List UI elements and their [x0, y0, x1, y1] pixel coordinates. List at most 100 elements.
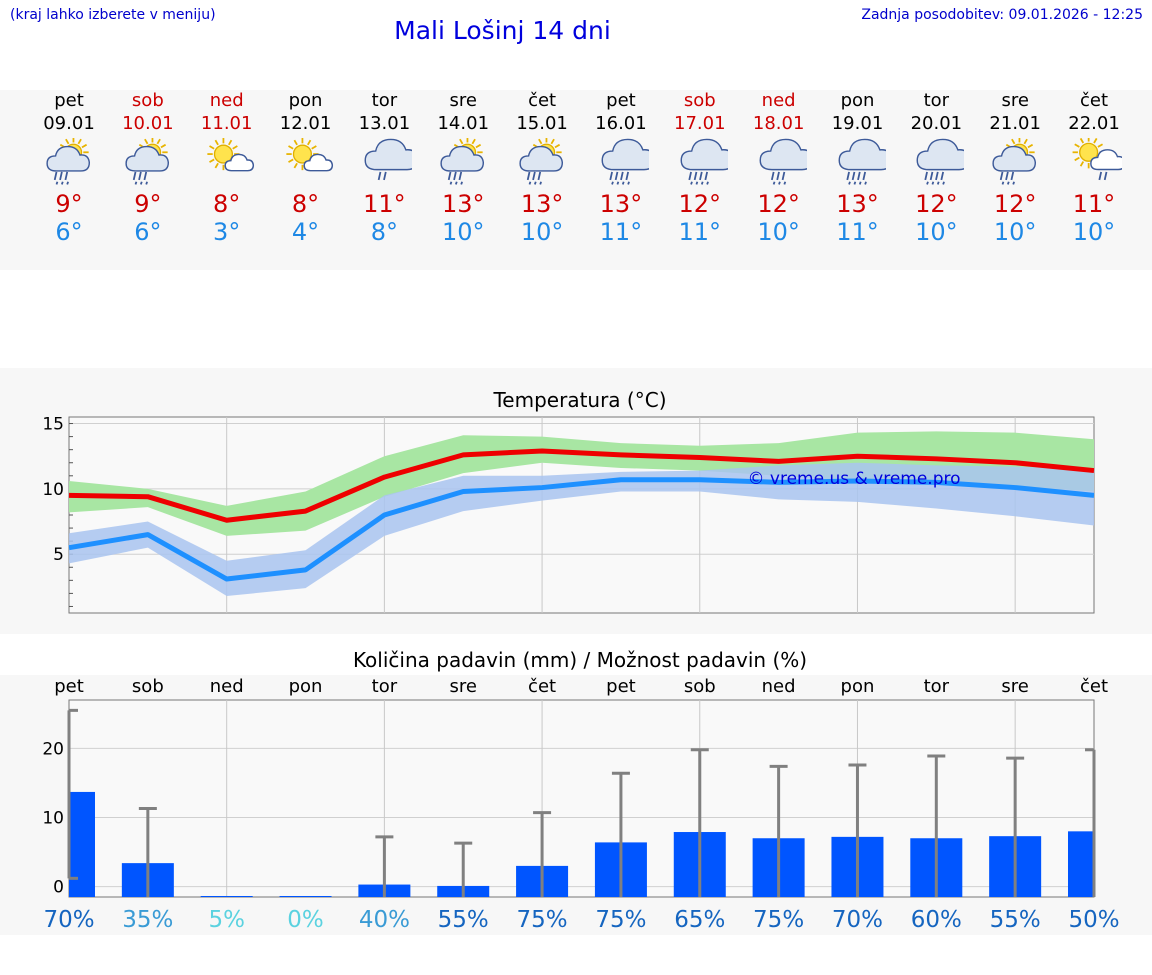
day-column: čet 22.01 11° 10° [1054, 90, 1134, 246]
min-temp: 11° [678, 218, 722, 246]
day-date: 18.01 [752, 113, 805, 134]
sun-small-cloud-icon [207, 138, 254, 172]
sun-cloud-rain-icon [992, 138, 1037, 185]
precip-bar [69, 791, 95, 897]
max-temp: 8° [213, 190, 241, 218]
min-range-band [69, 462, 1094, 597]
precip-probability: 5% [208, 907, 245, 933]
x-category-label: sre [449, 676, 476, 697]
x-category-label: ned [210, 676, 244, 697]
max-temperature-line [68, 448, 1095, 523]
day-date: 16.01 [595, 113, 647, 134]
max-temp: 13° [599, 190, 643, 218]
temperature-chart-title: Temperatura (°C) [493, 388, 667, 412]
max-temp: 9° [134, 190, 162, 218]
sun-small-cloud-icon [285, 138, 333, 172]
day-name: sob [683, 90, 716, 111]
y-tick-label: 10 [42, 480, 64, 500]
day-name: tor [371, 90, 398, 111]
x-category-label: sob [132, 676, 164, 697]
precip-probability: 70% [832, 907, 883, 933]
max-temp: 9° [55, 190, 83, 218]
min-temp: 10° [520, 218, 564, 246]
day-column: pet 09.01 9° 6° [29, 90, 109, 246]
precip-probability: 60% [911, 907, 962, 933]
watermark: © vreme.us & vreme.pro [747, 469, 960, 489]
max-temp: 8° [291, 190, 320, 218]
day-name: pon [288, 90, 323, 111]
precip-bar [279, 896, 332, 897]
x-category-label: pet [606, 676, 636, 697]
max-temp: 12° [678, 190, 722, 218]
precip-probability: 50% [1068, 907, 1119, 933]
day-column: čet 15.01 13° 10° [502, 90, 582, 246]
max-temp: 12° [757, 190, 800, 218]
precip-probability: 40% [359, 907, 410, 933]
sun-cloud-rain-icon [440, 138, 485, 185]
day-date: 15.01 [516, 113, 568, 134]
day-column: pon 19.01 13° 11° [818, 90, 898, 246]
precipitation-chart: pet sob ned pon tor sre čet pet sob ned pon tor sre č… [42, 676, 1119, 933]
max-temp: 13° [836, 190, 879, 218]
day-date: 10.01 [122, 113, 174, 134]
y-tick-label: 0 [53, 878, 64, 898]
x-category-label: sre [1001, 676, 1028, 697]
cloud-heavy-rain-icon [601, 138, 649, 185]
x-category-label: ned [762, 676, 796, 697]
min-temp: 4° [291, 218, 320, 246]
min-temp: 11° [599, 218, 643, 246]
y-tick-label: 15 [42, 415, 64, 435]
day-date: 21.01 [989, 113, 1041, 134]
precip-probability: 35% [122, 907, 173, 933]
max-temp: 13° [520, 190, 564, 218]
day-date: 14.01 [437, 113, 490, 134]
max-temp: 13° [441, 190, 485, 218]
precip-bar [200, 896, 253, 897]
cloud-heavy-rain-icon [680, 138, 728, 185]
precip-probability: 75% [595, 907, 646, 933]
day-date: 09.01 [43, 113, 95, 134]
day-date: 20.01 [910, 113, 963, 134]
day-column: sre 21.01 12° 10° [975, 90, 1055, 246]
min-temperature-line [68, 477, 1095, 582]
precip-probability: 55% [990, 907, 1041, 933]
precip-probability: 75% [753, 907, 804, 933]
min-temp: 6° [55, 218, 83, 246]
precipitation-chart-title: Količina padavin (mm) / Možnost padavin … [352, 648, 808, 672]
day-date: 19.01 [831, 113, 884, 134]
x-category-label: pet [54, 676, 84, 697]
day-name: čet [1080, 90, 1109, 111]
precip-probability: 70% [43, 907, 94, 933]
cloud-heavy-rain-icon [916, 138, 965, 185]
max-temp: 12° [915, 190, 958, 218]
daily-forecast-strip: pet 09.01 9° 6° sob 10.01 9° 6° ned 11.01 8° 3° pon 1… [0, 90, 1152, 270]
min-temp: 11° [836, 218, 879, 246]
precip-probability: 0% [287, 907, 324, 933]
min-temp: 10° [993, 218, 1037, 246]
day-date: 13.01 [358, 113, 411, 134]
y-tick-label: 20 [42, 739, 64, 759]
x-category-label: tor [924, 676, 950, 697]
day-column: ned 18.01 12° 10° [739, 90, 819, 246]
day-name: tor [923, 90, 950, 111]
day-date: 11.01 [200, 113, 253, 134]
cloud-light-rain-icon [364, 138, 413, 181]
location-hint: (kraj lahko izberete v meniju) [10, 7, 216, 23]
precip-bar [1068, 831, 1094, 897]
day-name: sre [1001, 90, 1029, 111]
max-temp: 11° [1072, 190, 1116, 218]
precip-probability: 55% [438, 907, 489, 933]
min-temp: 10° [757, 218, 800, 246]
page-title: Mali Lošinj 14 dni [394, 16, 611, 45]
day-column: pon 12.01 8° 4° [266, 90, 346, 246]
day-name: sob [131, 90, 164, 111]
sun-cloud-rain-icon [46, 138, 91, 185]
day-date: 12.01 [279, 113, 332, 134]
x-category-label: pon [841, 676, 875, 697]
sun-small-cloud-rain-icon [1072, 138, 1123, 181]
min-temp: 10° [1072, 218, 1116, 246]
cloud-heavy-rain-icon [838, 138, 886, 185]
x-category-label: tor [372, 676, 398, 697]
max-temp: 11° [363, 190, 406, 218]
x-category-label: sob [684, 676, 716, 697]
